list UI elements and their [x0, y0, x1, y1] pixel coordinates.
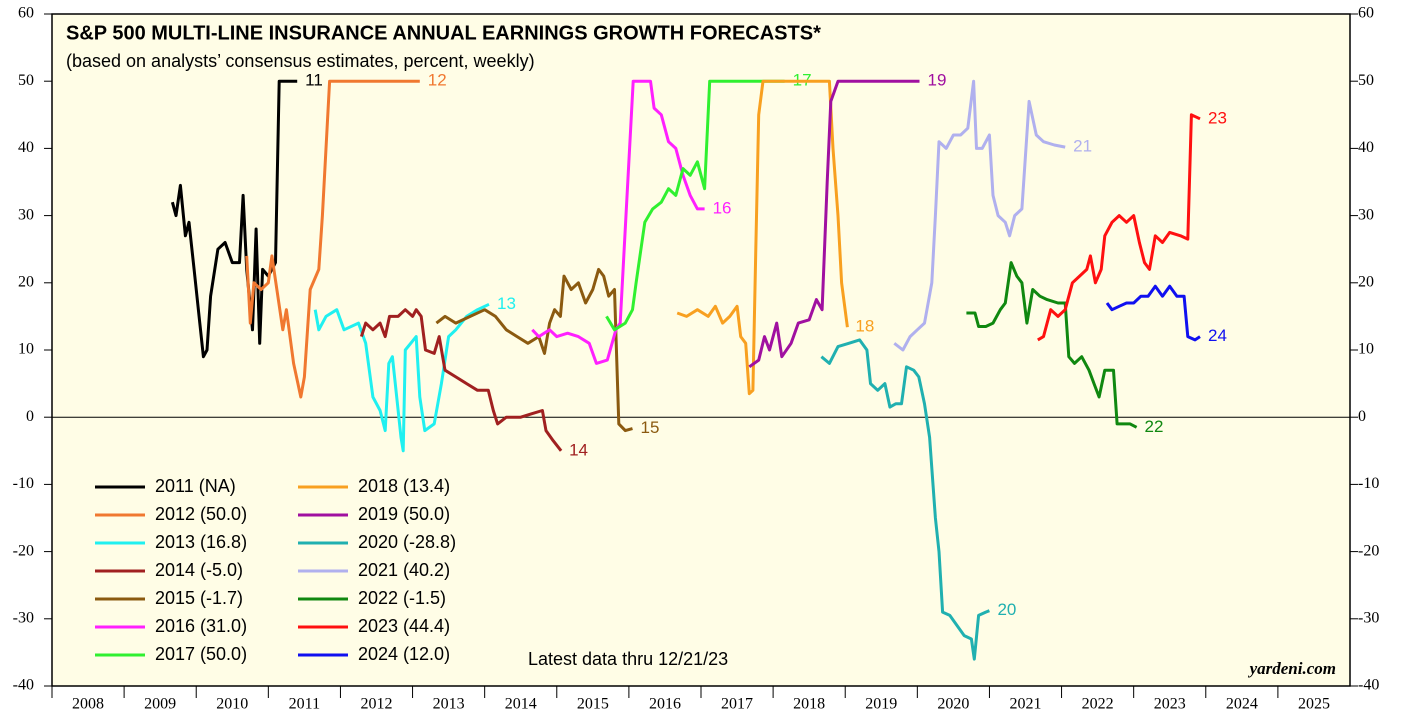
x-tick-label: 2016 — [649, 696, 681, 713]
y-tick-label: -40 — [13, 677, 34, 694]
end-label: 24 — [1208, 326, 1227, 345]
y-tick-label: -30 — [13, 609, 34, 626]
y-tick-label: 40 — [18, 139, 34, 156]
y2-tick-label: 40 — [1358, 139, 1374, 156]
y2-tick-label: 20 — [1358, 273, 1374, 290]
legend-label: 2019 (50.0) — [358, 504, 450, 524]
chart-subtitle: (based on analysts’ consensus estimates,… — [66, 51, 535, 71]
x-tick-label: 2024 — [1226, 696, 1258, 713]
legend-label: 2013 (16.8) — [155, 532, 247, 552]
legend-label: 2024 (12.0) — [358, 644, 450, 664]
y2-tick-label: -10 — [1358, 475, 1379, 492]
note: Latest data thru 12/21/23 — [528, 649, 728, 669]
end-label: 11 — [305, 71, 323, 90]
end-label: 14 — [569, 440, 588, 459]
y2-tick-label: -20 — [1358, 542, 1379, 559]
x-tick-label: 2010 — [216, 696, 248, 713]
y-tick-label: -10 — [13, 475, 34, 492]
y-tick-label: 0 — [26, 408, 34, 425]
series-line — [531, 79, 705, 365]
series-line — [676, 79, 849, 396]
y2-tick-label: 60 — [1358, 5, 1374, 22]
end-label: 19 — [927, 71, 946, 90]
y-tick-label: 60 — [18, 5, 34, 22]
y-tick-label: 20 — [18, 273, 34, 290]
y2-tick-label: 30 — [1358, 206, 1374, 223]
y2-tick-label: 0 — [1358, 408, 1366, 425]
end-label: 21 — [1073, 137, 1092, 156]
legend-label: 2020 (-28.8) — [358, 532, 456, 552]
x-tick-label: 2025 — [1298, 696, 1330, 713]
end-label: 20 — [997, 600, 1016, 619]
y2-tick-label: -40 — [1358, 677, 1379, 694]
legend-label: 2016 (31.0) — [155, 616, 247, 636]
x-tick-label: 2008 — [72, 696, 104, 713]
series-line — [748, 79, 920, 369]
x-tick-label: 2009 — [144, 696, 176, 713]
series-line — [1037, 113, 1201, 342]
x-tick-label: 2021 — [1010, 696, 1042, 713]
end-label: 23 — [1208, 108, 1227, 127]
end-label: 18 — [855, 317, 874, 336]
legend-label: 2012 (50.0) — [155, 504, 247, 524]
legend-label: 2015 (-1.7) — [155, 588, 243, 608]
end-label: 13 — [497, 294, 516, 313]
series-line — [313, 302, 490, 453]
y2-tick-label: -30 — [1358, 609, 1379, 626]
legend-label: 2023 (44.4) — [358, 616, 450, 636]
series-line — [435, 267, 633, 433]
x-tick-label: 2012 — [361, 696, 393, 713]
x-tick-label: 2017 — [721, 696, 753, 713]
x-tick-label: 2015 — [577, 696, 609, 713]
series-line — [359, 308, 563, 452]
x-tick-label: 2023 — [1154, 696, 1186, 713]
x-tick-label: 2020 — [937, 696, 969, 713]
source: yardeni.com — [1248, 659, 1336, 678]
legend-label: 2022 (-1.5) — [358, 588, 446, 608]
legend-label: 2014 (-5.0) — [155, 560, 243, 580]
y-tick-label: -20 — [13, 542, 34, 559]
y2-tick-label: 10 — [1358, 341, 1374, 358]
end-label: 12 — [428, 71, 447, 90]
series-line — [893, 79, 1066, 352]
series-line — [605, 79, 785, 332]
y-tick-label: 30 — [18, 206, 34, 223]
end-label: 15 — [640, 418, 659, 437]
plot-area — [51, 13, 1351, 687]
y-tick-label: 50 — [18, 72, 34, 89]
y-tick-label: 10 — [18, 341, 34, 358]
series-line — [1105, 284, 1201, 342]
legend-label: 2017 (50.0) — [155, 644, 247, 664]
x-tick-label: 2022 — [1082, 696, 1114, 713]
series-line — [170, 79, 298, 359]
x-tick-label: 2011 — [289, 696, 320, 713]
x-tick-label: 2014 — [505, 696, 537, 713]
x-tick-label: 2019 — [865, 696, 897, 713]
series-line — [966, 261, 1138, 429]
series-line — [245, 79, 420, 399]
y2-tick-label: 50 — [1358, 72, 1374, 89]
x-tick-label: 2018 — [793, 696, 825, 713]
end-label: 22 — [1145, 417, 1164, 436]
legend-label: 2018 (13.4) — [358, 476, 450, 496]
x-tick-label: 2013 — [433, 696, 465, 713]
end-label: 16 — [713, 198, 732, 217]
series-line — [820, 338, 990, 661]
chart-title: S&P 500 MULTI-LINE INSURANCE ANNUAL EARN… — [66, 22, 821, 44]
legend-label: 2021 (40.2) — [358, 560, 450, 580]
legend-label: 2011 (NA) — [155, 476, 236, 496]
